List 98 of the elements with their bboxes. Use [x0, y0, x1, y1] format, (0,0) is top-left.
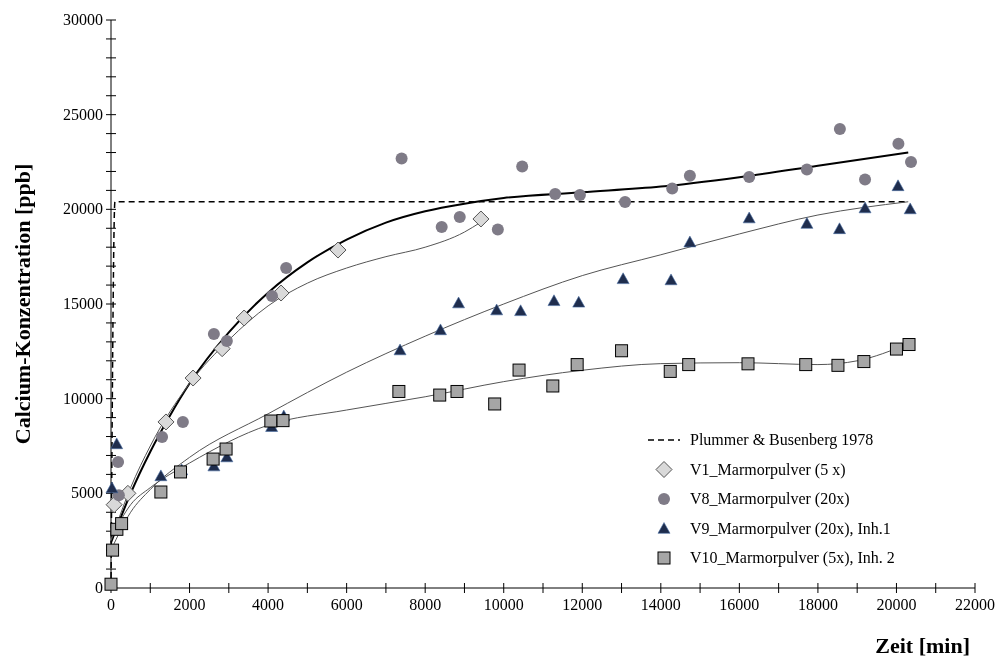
point — [616, 272, 630, 284]
point — [833, 222, 846, 234]
point — [105, 496, 123, 514]
x-tick-label: 2000 — [173, 596, 206, 613]
point — [154, 485, 168, 499]
point — [615, 344, 629, 358]
x-tick-label: 0 — [107, 596, 115, 613]
point — [105, 481, 119, 494]
point — [393, 343, 407, 356]
point — [491, 223, 504, 236]
point — [472, 210, 490, 228]
point — [800, 217, 814, 229]
point — [452, 296, 465, 309]
point — [490, 303, 503, 316]
point — [329, 241, 347, 259]
point — [112, 456, 125, 469]
y-tick-label: 20000 — [63, 200, 103, 218]
point — [857, 355, 871, 369]
point — [663, 364, 677, 378]
point — [156, 431, 169, 444]
point — [450, 384, 464, 398]
point — [799, 358, 813, 372]
point — [664, 273, 678, 286]
legend-label: V1_Marmorpulver (5 x) — [690, 460, 846, 479]
point — [110, 437, 123, 450]
point — [435, 220, 448, 233]
point — [619, 195, 632, 208]
point — [743, 170, 756, 183]
point — [434, 323, 447, 336]
point — [858, 201, 872, 214]
point — [892, 137, 905, 150]
x-axis-title: Zeit [min] — [875, 633, 970, 658]
y-axis-title: Calcium-Konzentration [ppb] — [10, 163, 35, 445]
y-tick-label: 25000 — [63, 105, 103, 123]
point — [115, 517, 129, 531]
point — [104, 577, 118, 591]
point — [889, 342, 903, 356]
point — [266, 290, 279, 303]
y-tick-label: 30000 — [63, 11, 103, 28]
x-tick-label: 10000 — [483, 596, 524, 613]
y-tick-label: 0 — [95, 579, 103, 596]
point — [219, 442, 233, 456]
point — [903, 202, 917, 215]
point — [392, 384, 406, 398]
x-tick-label: 18000 — [797, 596, 838, 613]
y-tick-label: 15000 — [63, 295, 103, 312]
point — [453, 210, 466, 223]
y-tick-label: 10000 — [63, 389, 103, 407]
point — [176, 415, 189, 428]
x-tick-label: 14000 — [640, 596, 681, 613]
legend-label: V8_Marmorpulver (20x) — [690, 490, 850, 508]
legend-label: Plummer & Busenberg 1978 — [690, 431, 874, 449]
legend-label: V9_Marmorpulver (20x), Inh.1 — [690, 519, 891, 538]
point — [833, 123, 846, 136]
point — [741, 357, 755, 371]
point — [280, 262, 293, 275]
y-tick-label: 5000 — [71, 484, 103, 502]
point — [184, 369, 202, 387]
x-tick-label: 16000 — [719, 596, 760, 613]
point — [683, 235, 697, 248]
x-tick-label: 4000 — [252, 596, 285, 613]
x-tick-label: 8000 — [409, 596, 442, 613]
point — [800, 163, 813, 176]
point — [106, 543, 120, 557]
point — [549, 188, 562, 200]
point — [264, 414, 278, 428]
point — [831, 358, 845, 372]
point — [220, 334, 233, 347]
point — [902, 338, 916, 352]
point — [276, 414, 290, 428]
x-tick-label: 22000 — [955, 596, 995, 613]
point — [206, 452, 220, 466]
point — [859, 173, 872, 186]
point — [154, 469, 168, 482]
point — [512, 363, 526, 377]
point — [433, 388, 447, 402]
legend-label: V10_Marmorpulver (5x), Inh. 2 — [690, 549, 895, 567]
point — [516, 160, 529, 173]
point — [682, 358, 696, 372]
point — [573, 188, 586, 201]
x-tick-label: 12000 — [562, 596, 603, 613]
point — [207, 327, 220, 340]
x-tick-label: 6000 — [330, 596, 363, 613]
point — [572, 296, 586, 308]
point — [547, 294, 561, 306]
point — [891, 179, 905, 191]
point — [157, 413, 175, 431]
point — [666, 182, 679, 195]
point — [742, 211, 756, 224]
point — [235, 309, 253, 327]
point — [546, 379, 560, 393]
point — [570, 358, 584, 372]
x-tick-label: 20000 — [876, 596, 917, 613]
point — [514, 304, 527, 316]
point — [683, 169, 696, 182]
point — [488, 397, 502, 411]
point — [395, 152, 408, 165]
point — [904, 156, 917, 168]
